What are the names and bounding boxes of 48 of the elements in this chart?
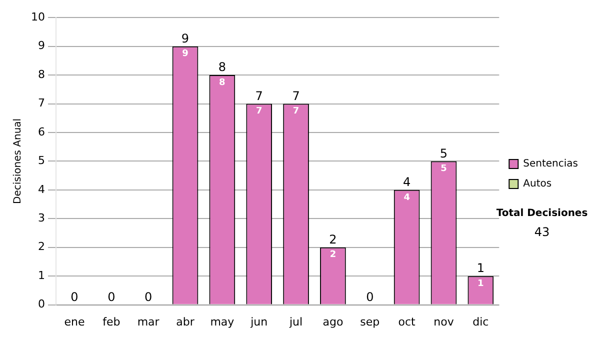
total-label: 9 bbox=[181, 31, 190, 46]
total-label: 8 bbox=[218, 60, 226, 74]
x-tick-label: jul bbox=[288, 315, 303, 328]
x-tick-label: ene bbox=[64, 315, 85, 328]
y-tick-label: 10 bbox=[30, 10, 45, 24]
data-label: 9 bbox=[182, 49, 188, 60]
total-label: 7 bbox=[255, 88, 263, 103]
y-axis-title: Decisiones Anual bbox=[12, 118, 24, 204]
x-tick-label: abr bbox=[176, 315, 195, 328]
data-label: 1 bbox=[478, 278, 484, 289]
y-tick-label: 8 bbox=[38, 68, 45, 81]
x-tick-label: ago bbox=[322, 315, 344, 328]
total-label: 1 bbox=[476, 261, 484, 276]
total-label: 4 bbox=[402, 175, 411, 190]
data-label: 7 bbox=[292, 106, 300, 117]
annotation: Total Decisiones bbox=[495, 208, 589, 219]
total-label: 7 bbox=[292, 88, 300, 103]
y-tick-label: 7 bbox=[38, 96, 45, 110]
data-label: 4 bbox=[404, 192, 410, 203]
total-label: 5 bbox=[440, 146, 448, 160]
x-tick-label: sep bbox=[360, 315, 380, 328]
y-tick-label: 2 bbox=[38, 240, 45, 254]
x-tick-label: feb bbox=[102, 315, 120, 328]
text: 43 bbox=[533, 225, 551, 239]
data-label: 2 bbox=[330, 250, 336, 260]
total-label: 0 bbox=[108, 290, 116, 304]
x-tick-label: dic bbox=[472, 315, 489, 328]
y-tick-label: 0 bbox=[38, 298, 45, 311]
y-tick-label: 1 bbox=[38, 268, 45, 282]
total-label: 2 bbox=[329, 232, 337, 246]
legend-label: Autos bbox=[523, 178, 552, 190]
total-label: 0 bbox=[70, 290, 78, 304]
y-tick-label: 4 bbox=[38, 182, 45, 196]
y-tick-label: 3 bbox=[38, 212, 45, 224]
total-label: 0 bbox=[144, 290, 152, 304]
x-tick-label: oct bbox=[398, 315, 416, 328]
data-label: 8 bbox=[219, 78, 226, 88]
x-tick-label: nov bbox=[434, 315, 454, 328]
data-label: 7 bbox=[256, 106, 262, 117]
y-tick-label: 6 bbox=[38, 125, 45, 138]
y-tick-label: 5 bbox=[38, 154, 45, 168]
total-label: 0 bbox=[366, 290, 374, 304]
x-tick-label: jun bbox=[250, 315, 268, 328]
data-label: 5 bbox=[440, 164, 447, 174]
y-tick-label: 9 bbox=[38, 39, 45, 52]
x-tick-label: may bbox=[210, 315, 235, 328]
x-tick-label: mar bbox=[137, 315, 160, 328]
legend-label: Sentencias bbox=[523, 158, 578, 170]
